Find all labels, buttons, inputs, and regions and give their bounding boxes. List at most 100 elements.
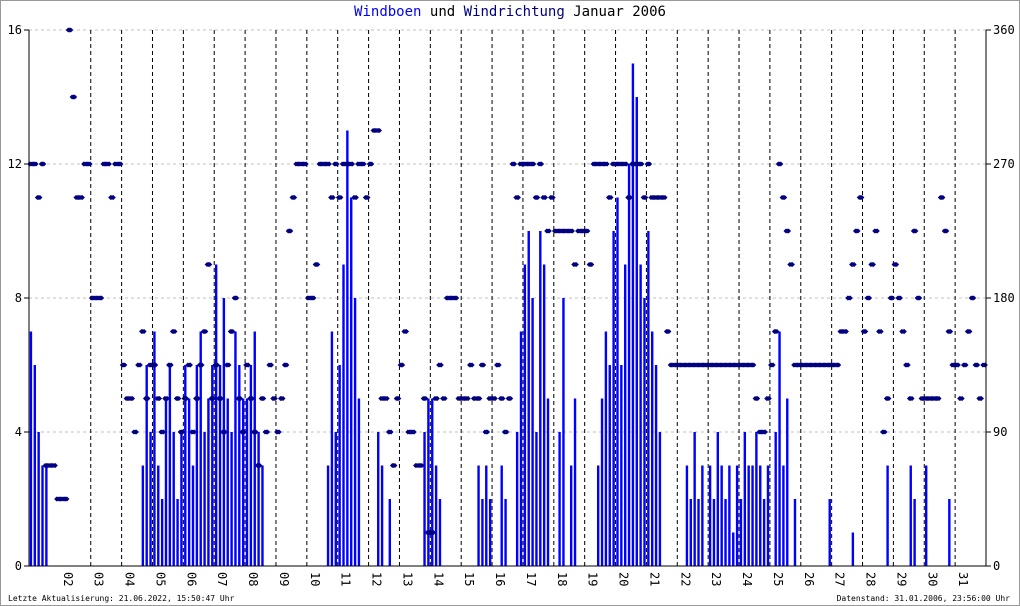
direction-point	[496, 362, 502, 368]
direction-point	[369, 161, 375, 167]
direction-point	[539, 161, 545, 167]
direction-point	[979, 396, 985, 401]
gust-bar	[338, 365, 341, 566]
direction-point	[975, 362, 981, 368]
gust-bar	[346, 130, 349, 566]
y-tick-label-left: 8	[15, 291, 22, 305]
gust-bar	[253, 331, 256, 566]
direction-point	[238, 396, 244, 401]
gust-bar	[207, 398, 210, 566]
x-tick-label: 31	[956, 572, 970, 586]
gust-bar	[29, 331, 33, 566]
gust-bar	[924, 465, 928, 566]
direction-point	[546, 228, 552, 234]
gust-bar	[149, 432, 152, 566]
direction-point	[890, 295, 896, 301]
y-tick-label-left: 4	[15, 425, 22, 439]
direction-point	[384, 396, 390, 401]
direction-point	[535, 195, 541, 200]
gust-bar	[431, 398, 434, 566]
direction-point	[226, 362, 232, 368]
direction-point	[68, 27, 74, 33]
gust-bar	[558, 432, 561, 566]
gust-bar	[774, 432, 777, 566]
x-tick-label: 29	[894, 572, 908, 586]
direction-point	[627, 195, 633, 200]
direction-point	[492, 396, 498, 401]
gust-bar	[37, 432, 40, 566]
gust-bar	[195, 365, 199, 566]
gust-bar	[542, 264, 546, 566]
gust-bar	[654, 365, 658, 566]
x-tick-label: 26	[802, 572, 816, 586]
direction-point	[836, 362, 842, 368]
gust-bar	[697, 499, 700, 566]
direction-point	[647, 161, 653, 167]
direction-point	[326, 161, 332, 167]
direction-point	[187, 362, 193, 368]
direction-point	[465, 396, 471, 401]
direction-point	[454, 295, 460, 301]
gust-bar	[604, 331, 608, 566]
gust-bar	[828, 499, 831, 566]
x-tick-label: 13	[400, 572, 414, 586]
direction-point	[176, 396, 182, 401]
x-tick-label: 04	[123, 572, 137, 586]
chart-title: Windboen und Windrichtung Januar 2006	[0, 4, 1020, 20]
direction-point	[874, 228, 880, 234]
direction-point	[261, 396, 267, 401]
direction-point	[234, 295, 240, 301]
gust-bar	[377, 432, 380, 566]
direction-point	[411, 429, 417, 435]
direction-point	[137, 362, 143, 368]
direction-point	[485, 429, 491, 435]
direction-point	[623, 161, 629, 167]
gust-bar	[851, 532, 855, 566]
gust-bar	[515, 432, 519, 566]
direction-point	[789, 262, 795, 267]
direction-point	[99, 295, 105, 301]
gust-bar	[164, 398, 168, 566]
gust-bar	[735, 465, 739, 566]
title-month: Januar 2006	[573, 4, 666, 20]
x-tick-label: 21	[647, 572, 661, 586]
direction-point	[164, 396, 170, 401]
direction-point	[338, 195, 344, 200]
direction-point	[434, 396, 440, 401]
gust-bar	[766, 465, 770, 566]
direction-point	[315, 262, 321, 267]
direction-point	[666, 329, 672, 334]
direction-point	[353, 195, 359, 200]
direction-point	[755, 396, 761, 401]
gust-bar	[434, 465, 438, 566]
direction-point	[288, 228, 294, 234]
direction-point	[41, 161, 47, 167]
gust-bar	[631, 63, 635, 566]
x-tick-label: 18	[555, 572, 569, 586]
direction-point	[508, 396, 514, 401]
gust-bar	[350, 197, 353, 566]
title-and: und	[429, 4, 456, 20]
gust-bar	[608, 365, 611, 566]
direction-point	[967, 329, 973, 334]
gust-bar	[226, 398, 229, 566]
gust-bar	[782, 465, 785, 566]
direction-point	[37, 195, 43, 200]
direction-point	[604, 161, 610, 167]
gust-bar	[168, 365, 172, 566]
gust-bar	[191, 465, 195, 566]
x-tick-label: 24	[740, 572, 754, 586]
x-tick-label: 15	[462, 572, 476, 586]
gust-bar	[184, 365, 187, 566]
direction-point	[500, 396, 506, 401]
direction-point	[303, 161, 309, 167]
direction-point	[276, 429, 282, 435]
direction-point	[388, 429, 394, 435]
gust-bar	[620, 365, 623, 566]
direction-point	[64, 496, 70, 502]
gust-bar	[913, 499, 916, 566]
direction-point	[361, 161, 367, 167]
direction-point	[867, 295, 873, 301]
direction-point	[504, 429, 510, 435]
gust-bar	[172, 432, 175, 566]
